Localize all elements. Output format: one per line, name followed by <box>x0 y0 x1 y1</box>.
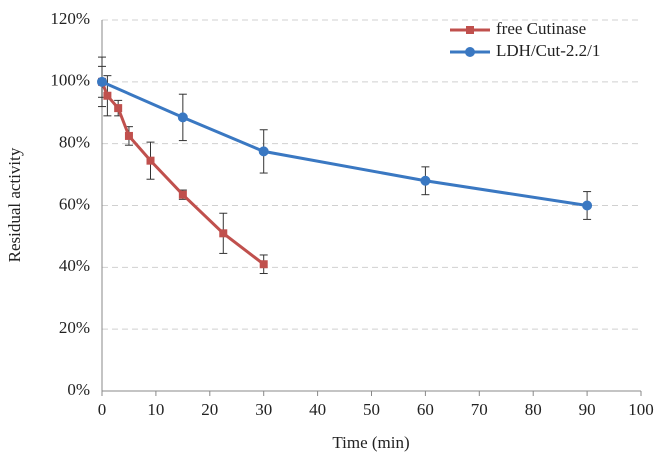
point <box>582 200 593 211</box>
legend-label: LDH/Cut-2.2/1 <box>496 41 600 60</box>
x-tick-label: 90 <box>579 400 596 419</box>
point <box>124 131 133 140</box>
point <box>114 104 123 113</box>
point <box>177 112 188 123</box>
x-tick-label: 80 <box>525 400 542 419</box>
x-tick-label: 20 <box>201 400 218 419</box>
x-tick-label: 30 <box>255 400 272 419</box>
y-axis-label: Residual activity <box>5 147 24 262</box>
point <box>146 156 155 165</box>
point <box>259 260 268 269</box>
point <box>97 76 107 87</box>
legend-marker <box>466 26 474 34</box>
legend-marker <box>465 47 475 57</box>
y-tick-label: 120% <box>50 9 90 28</box>
x-tick-label: 60 <box>417 400 434 419</box>
point <box>258 146 269 157</box>
y-tick-label: 40% <box>59 256 90 275</box>
point <box>420 175 431 186</box>
x-axis-label: Time (min) <box>332 433 409 452</box>
x-tick-label: 50 <box>363 400 380 419</box>
legend-label: free Cutinase <box>496 19 586 38</box>
x-tick-label: 40 <box>309 400 326 419</box>
x-tick-label: 10 <box>147 400 164 419</box>
y-tick-label: 80% <box>59 133 90 152</box>
point <box>178 190 187 199</box>
y-tick-label: 100% <box>50 71 90 90</box>
y-tick-label: 60% <box>59 194 90 213</box>
x-tick-label: 100 <box>628 400 654 419</box>
y-tick-label: 20% <box>59 318 90 337</box>
x-tick-label: 0 <box>98 400 107 419</box>
y-tick-label: 0% <box>67 380 90 399</box>
point <box>219 229 228 238</box>
x-tick-label: 70 <box>471 400 488 419</box>
point <box>103 91 112 100</box>
